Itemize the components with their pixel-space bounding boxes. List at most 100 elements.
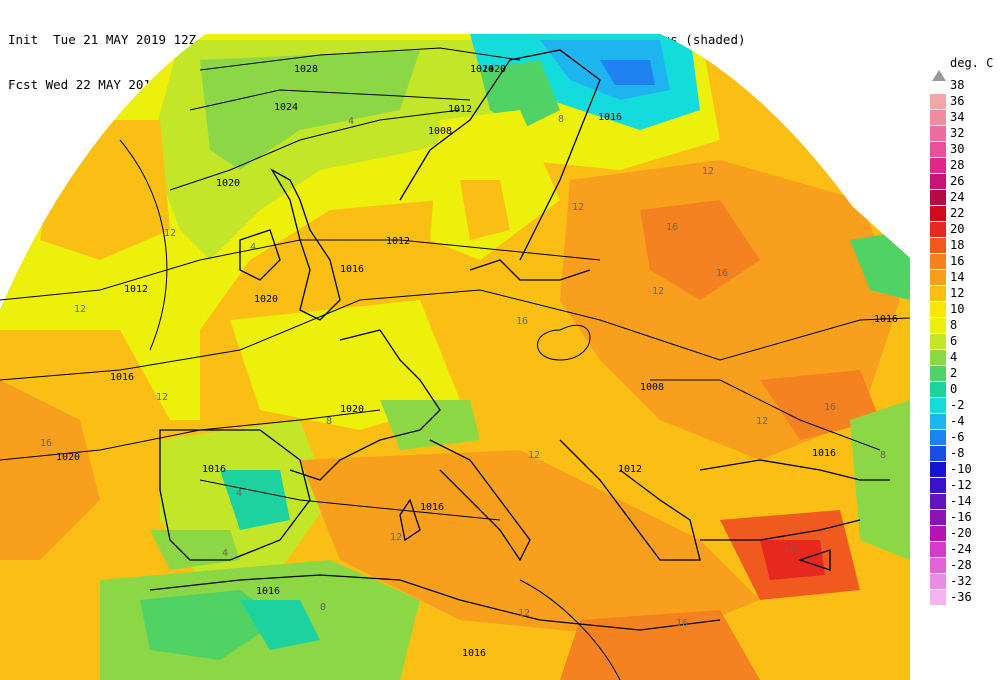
dewpoint-label: 8: [880, 450, 886, 461]
western-europe-coast: [289, 329, 441, 481]
pressure-label: 1016: [340, 264, 364, 275]
legend-swatch: [930, 526, 946, 541]
legend-label: -2: [950, 398, 965, 412]
dewpoint-label: 12: [528, 450, 540, 461]
pressure-label: 1024: [470, 64, 494, 75]
pressure-label: 1012: [448, 104, 472, 115]
pressure-label: 1020: [254, 294, 278, 305]
legend-swatch: [930, 350, 946, 365]
pressure-label: 1012: [386, 236, 410, 247]
legend-row: 8: [930, 318, 1000, 334]
legend-label: 34: [950, 110, 965, 124]
pressure-label: 1016: [462, 648, 486, 659]
legend-label: -36: [950, 590, 972, 604]
legend-row: -14: [930, 494, 1000, 510]
legend-label: 14: [950, 270, 965, 284]
legend-row: -28: [930, 558, 1000, 574]
legend-row: 22: [930, 206, 1000, 222]
pressure-label: 1016: [420, 502, 444, 513]
legend-swatch: [930, 142, 946, 157]
legend-row: 4: [930, 350, 1000, 366]
legend-row: -24: [930, 542, 1000, 558]
dewpoint-label: 16: [666, 222, 678, 233]
legend-row: -2: [930, 398, 1000, 414]
dewpoint-label: 16: [40, 438, 52, 449]
dewpoint-label: 12: [572, 202, 584, 213]
legend-row: 32: [930, 126, 1000, 142]
pressure-label-group: 1028 1024 1020 1020 1012 1016 1016 1020 …: [56, 64, 898, 659]
coastlines: [149, 49, 890, 631]
pressure-label: 1020: [216, 178, 240, 189]
legend-label: -6: [950, 430, 965, 444]
legend-swatch: [930, 446, 946, 461]
dewpoint-label: 12: [74, 304, 86, 315]
pressure-label: 1016: [812, 448, 836, 459]
legend-row: 12: [930, 286, 1000, 302]
dewpoint-label: 8: [558, 114, 564, 125]
isobar-1016-south: [199, 479, 501, 521]
legend-label: -4: [950, 414, 965, 428]
legend-swatch: [930, 366, 946, 381]
legend-label: -32: [950, 574, 972, 588]
legend-swatch: [930, 414, 946, 429]
legend-row: 6: [930, 334, 1000, 350]
ireland-coast: [239, 229, 281, 281]
black-sea-coast: [699, 459, 890, 481]
dewpoint-label: 12: [390, 532, 402, 543]
legend-label: 8: [950, 318, 958, 332]
isobars: [0, 47, 911, 680]
dewpoint-map: 1028 1024 1020 1020 1012 1016 1016 1020 …: [0, 34, 911, 680]
legend-swatch: [930, 574, 946, 589]
legend-label: 20: [950, 222, 965, 236]
legend-row: -36: [930, 590, 1000, 606]
balkans-coast: [559, 439, 701, 561]
legend-swatch: [930, 174, 946, 189]
legend-row: 16: [930, 254, 1000, 270]
legend-label: 2: [950, 366, 958, 380]
dewpoint-label: 16: [516, 316, 528, 327]
legend-label: 10: [950, 302, 965, 316]
legend-row: 36: [930, 94, 1000, 110]
legend-label: -16: [950, 510, 972, 524]
legend-label: 22: [950, 206, 965, 220]
isobar-low-1008: [537, 324, 591, 361]
pressure-label: 1020: [340, 404, 364, 415]
legend-title: deg. C: [950, 56, 994, 70]
dewpoint-label: 0: [320, 602, 326, 613]
legend-label: 18: [950, 238, 965, 252]
legend-row: -16: [930, 510, 1000, 526]
isobar-1016-africa: [519, 579, 621, 680]
legend-swatch: [930, 270, 946, 285]
legend-max-arrow-icon: [932, 70, 946, 81]
pressure-label: 1024: [274, 102, 298, 113]
legend-swatch: [930, 286, 946, 301]
legend-swatch: [930, 238, 946, 253]
pressure-label: 1008: [428, 126, 452, 137]
legend-row: -4: [930, 414, 1000, 430]
legend-label: 0: [950, 382, 958, 396]
legend-label: 4: [950, 350, 958, 364]
dewpoint-label: 4: [348, 116, 354, 127]
legend-row: 0: [930, 382, 1000, 398]
legend-row: -32: [930, 574, 1000, 590]
dewpoint-label: 12: [652, 286, 664, 297]
legend-swatch: [930, 382, 946, 397]
pressure-label: 1016: [110, 372, 134, 383]
isobar-1012: [0, 239, 601, 301]
legend-label: 32: [950, 126, 965, 140]
legend-row: 38: [930, 78, 1000, 94]
baltic-coast: [469, 259, 591, 281]
legend-label: -28: [950, 558, 972, 572]
dewpoint-label: 12: [156, 392, 168, 403]
legend-label: 6: [950, 334, 958, 348]
isobar-1016: [0, 289, 911, 381]
dewpoint-label: 4: [236, 488, 242, 499]
legend-swatch: [930, 462, 946, 477]
legend-row: 14: [930, 270, 1000, 286]
legend-swatch: [930, 494, 946, 509]
legend-swatch: [930, 78, 946, 93]
isobar-1020-south: [0, 409, 381, 461]
legend-label: 28: [950, 158, 965, 172]
legend-swatch: [930, 206, 946, 221]
legend-swatch: [930, 398, 946, 413]
